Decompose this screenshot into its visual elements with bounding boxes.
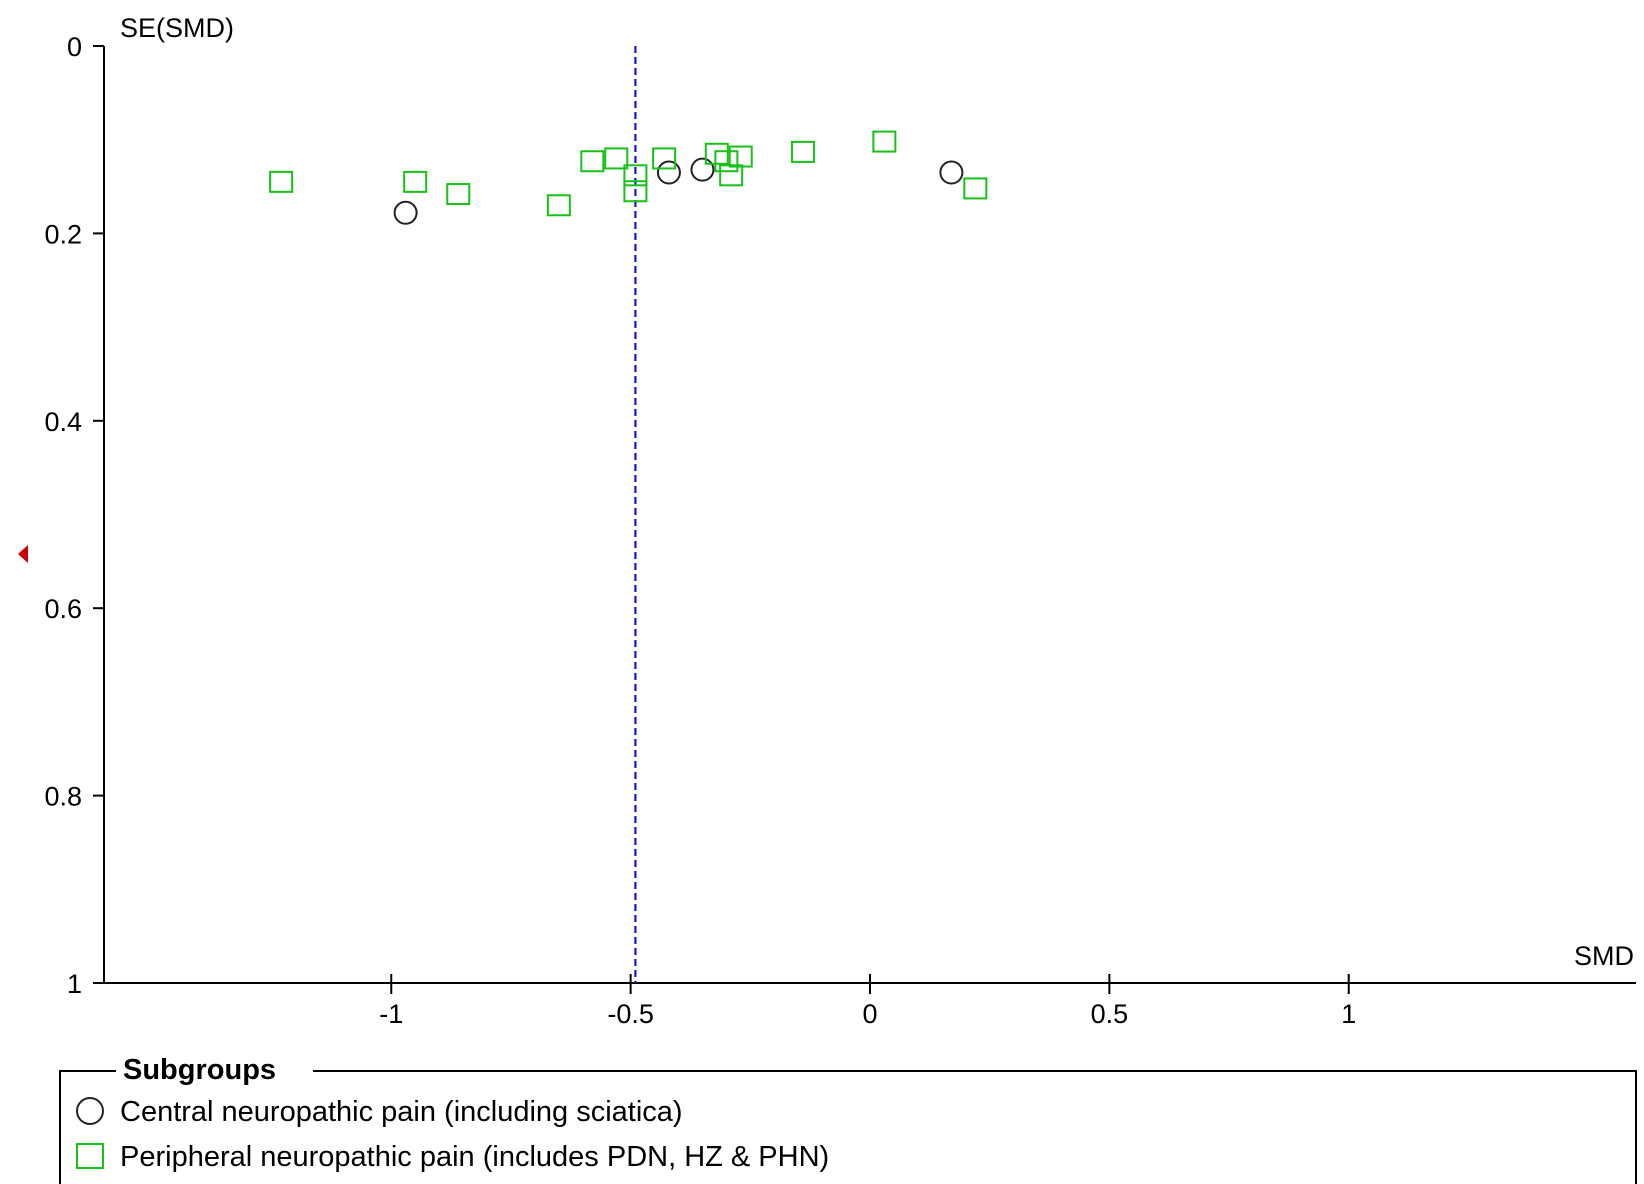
- y-tick-label: 0: [67, 32, 82, 62]
- data-point-square: [652, 147, 677, 170]
- triangle-left-icon: [18, 545, 28, 563]
- y-axis-ticks: 0 0.2 0.4 0.6 0.8 1: [44, 32, 104, 999]
- x-axis-title: SMD: [1574, 941, 1634, 971]
- x-axis-ticks: -1 -0.5 0 0.5 1: [379, 974, 1356, 1029]
- data-point-square: [546, 194, 571, 217]
- y-tick-label: 0.4: [44, 407, 82, 437]
- data-point-square: [963, 177, 988, 200]
- legend-frame: [59, 1070, 1637, 1184]
- legend: Subgroups Central neuropathic pain (incl…: [59, 1054, 1637, 1184]
- legend-label: Central neuropathic pain (including scia…: [120, 1096, 683, 1128]
- data-point-circle: [656, 160, 681, 185]
- data-point-square: [446, 183, 471, 206]
- x-tick-label: -0.5: [607, 999, 654, 1029]
- data-point-square: [872, 130, 897, 153]
- data-point-square: [790, 140, 815, 163]
- legend-square-icon: [76, 1143, 104, 1169]
- legend-circle-icon: [76, 1097, 104, 1125]
- y-tick-label: 0.6: [44, 594, 82, 624]
- data-point-square: [719, 164, 744, 187]
- data-point-square: [728, 145, 753, 168]
- data-point-square: [580, 150, 605, 173]
- data-point-circle: [690, 157, 715, 182]
- legend-items: Central neuropathic pain (including scia…: [76, 1096, 829, 1173]
- data-point-square: [623, 180, 648, 203]
- data-point-square: [269, 170, 294, 193]
- data-point-square: [704, 142, 729, 165]
- data-point-circle: [939, 160, 964, 185]
- data-point-square: [714, 150, 739, 173]
- x-tick-label: -1: [379, 999, 403, 1029]
- x-tick-label: 1: [1341, 999, 1356, 1029]
- x-tick-label: 0.5: [1091, 999, 1129, 1029]
- data-point-square: [623, 164, 648, 187]
- x-tick-label: 0: [862, 999, 877, 1029]
- y-tick-label: 1: [67, 969, 82, 999]
- data-point-circle: [393, 200, 418, 225]
- y-tick-label: 0.8: [44, 782, 82, 812]
- y-tick-label: 0.2: [44, 219, 82, 249]
- legend-title: Subgroups: [123, 1054, 276, 1086]
- data-point-square: [403, 170, 428, 193]
- legend-label: Peripheral neuropathic pain (includes PD…: [120, 1141, 829, 1173]
- y-axis-title: SE(SMD): [120, 13, 234, 43]
- data-points: [269, 130, 988, 225]
- data-point-square: [604, 147, 629, 170]
